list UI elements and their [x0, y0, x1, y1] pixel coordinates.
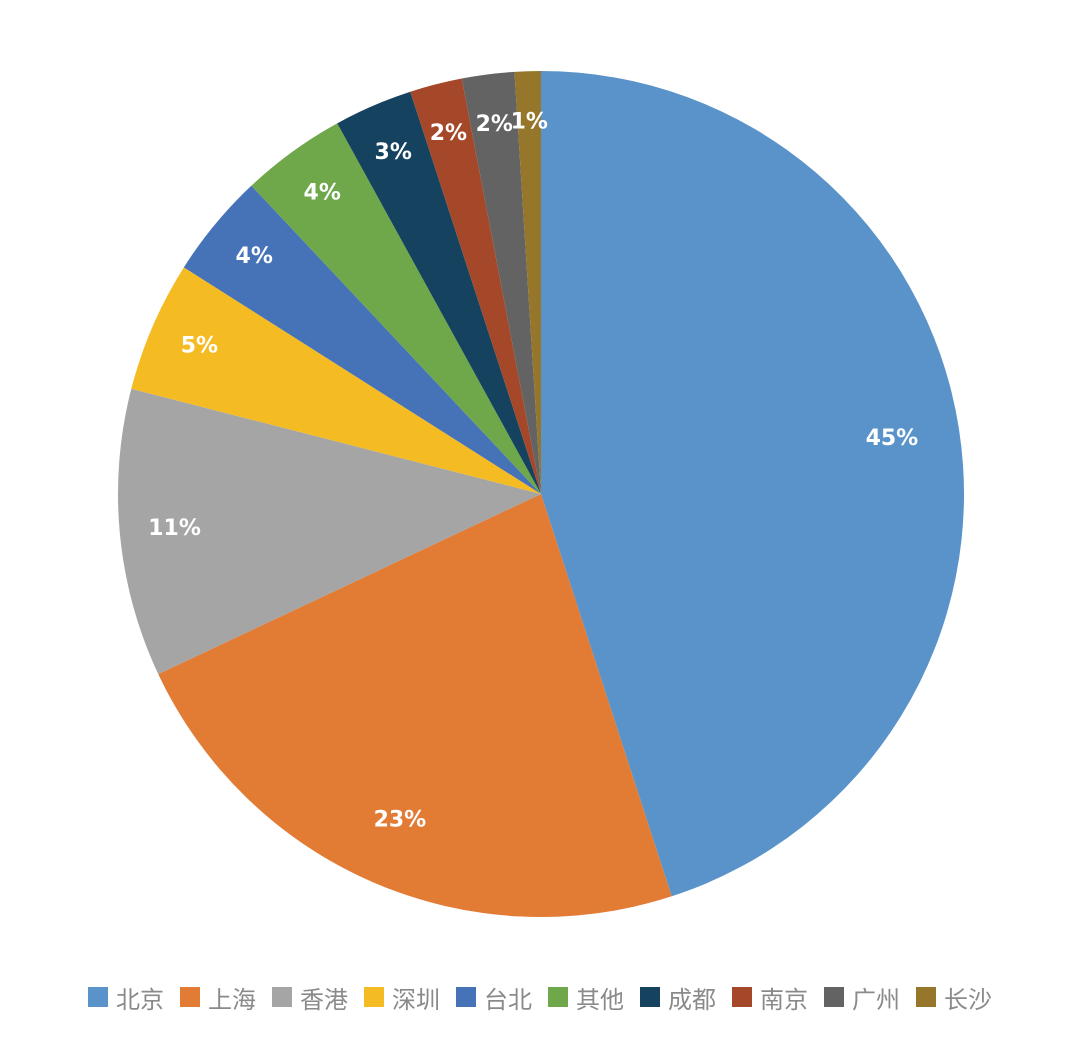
legend-swatch [456, 987, 476, 1007]
legend-item-广州: 广州 [824, 980, 900, 1015]
legend-label: 上海 [208, 985, 256, 1014]
legend-item-北京: 北京 [88, 980, 164, 1015]
legend-item-其他: 其他 [548, 980, 624, 1015]
legend-swatch [180, 987, 200, 1007]
pie-slice-南京 [410, 78, 541, 495]
slice-label-广州: 2% [476, 112, 513, 137]
legend-item-上海: 上海 [180, 980, 256, 1015]
legend-item-成都: 成都 [640, 980, 716, 1015]
slice-label-成都: 3% [375, 140, 412, 165]
pie-slices [118, 71, 965, 918]
legend-item-台北: 台北 [456, 980, 532, 1015]
pie-slice-香港 [118, 388, 541, 675]
slice-label-深圳: 5% [181, 334, 218, 359]
pie-slice-成都 [337, 91, 541, 494]
slice-label-台北: 4% [236, 244, 273, 269]
pie-slice-上海 [158, 494, 672, 918]
legend-label: 北京 [116, 985, 164, 1014]
slice-label-上海: 23% [374, 808, 427, 833]
slice-label-香港: 11% [148, 516, 201, 541]
legend-swatch [548, 987, 568, 1007]
legend-swatch [364, 987, 384, 1007]
legend-label: 其他 [576, 985, 624, 1014]
slice-label-南京: 2% [430, 121, 467, 146]
legend-swatch [640, 987, 660, 1007]
legend-swatch [272, 987, 292, 1007]
pie-slice-长沙 [514, 71, 541, 494]
legend-label: 台北 [484, 985, 532, 1014]
pie-chart: 45%23%11%5%4%4%3%2% 2%1% [118, 71, 965, 918]
pie-slice-广州 [461, 71, 541, 494]
pie-slice-台北 [183, 185, 541, 494]
legend-swatch [732, 987, 752, 1007]
legend-swatch [916, 987, 936, 1007]
pie-slice-labels: 45%23%11%5%4%4%3%2% 2%1% [148, 109, 918, 832]
legend-label: 南京 [760, 985, 808, 1014]
chart-legend: 北京 上海 香港 深圳 台北 其他 成都 南京 广州 长沙 [0, 975, 1080, 1019]
legend-item-香港: 香港 [272, 980, 348, 1015]
legend-item-长沙: 长沙 [916, 980, 992, 1015]
pie-slice-其他 [251, 123, 541, 494]
legend-label: 成都 [668, 985, 716, 1014]
legend-label: 深圳 [392, 985, 440, 1014]
legend-label: 广州 [852, 985, 900, 1014]
slice-label-北京: 45% [866, 426, 919, 451]
pie-slice-北京 [541, 71, 965, 897]
legend-swatch [824, 987, 844, 1007]
legend-item-南京: 南京 [732, 980, 808, 1015]
slice-label-其他: 4% [304, 180, 341, 205]
legend-item-深圳: 深圳 [364, 980, 440, 1015]
slice-label-长沙: 1% [511, 109, 548, 134]
legend-label: 长沙 [944, 985, 992, 1014]
legend-swatch [88, 987, 108, 1007]
legend-label: 香港 [300, 985, 348, 1014]
pie-slice-深圳 [131, 267, 542, 494]
